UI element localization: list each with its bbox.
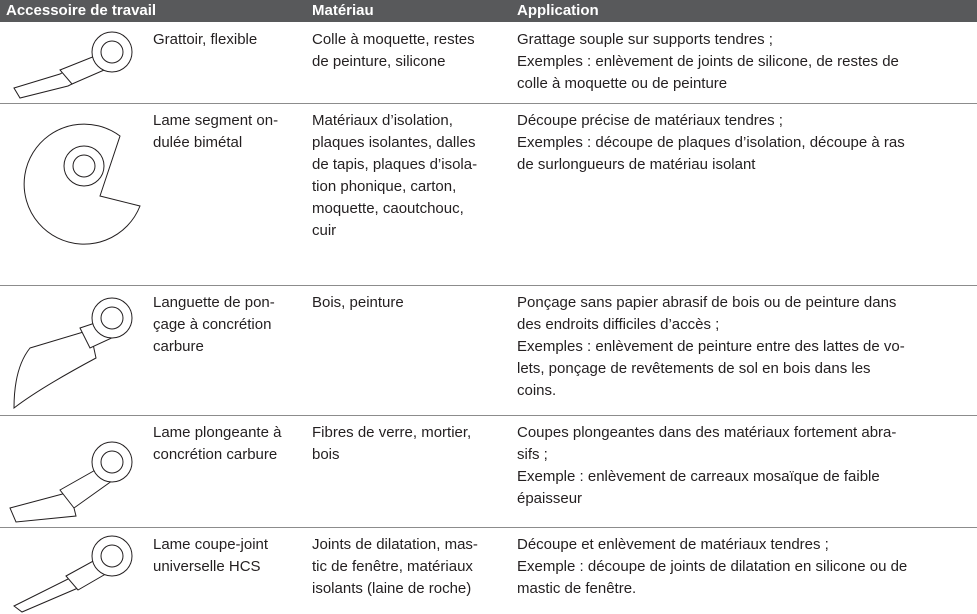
row-separator (0, 103, 977, 104)
cell-line: coins. (517, 382, 557, 399)
cell-line: Fibres de verre, mortier, (312, 424, 472, 441)
cell-line: Colle à moquette, restes (312, 31, 475, 48)
cell-line: colle à moquette ou de peinture (517, 75, 728, 92)
header-cell: Matériau (312, 2, 374, 19)
cell-line: Lame plongeante à (153, 424, 282, 441)
table-cell: Lame plongeante à concrétion carbure (153, 422, 281, 466)
cell-line: bois (312, 446, 340, 463)
tool-icon (13, 31, 133, 99)
cell-line: sifs ; (517, 446, 548, 463)
cell-line: universelle HCS (153, 558, 261, 575)
header-cell: Accessoire de travail (6, 2, 157, 19)
row-separator (0, 285, 977, 286)
table-cell: Languette de pon-çage à concrétion carbur… (153, 292, 275, 358)
tool-icon (13, 297, 133, 410)
tool-icon (9, 441, 133, 523)
table-cell: Découpe et enlèvement de matériaux tendr… (517, 534, 907, 600)
cell-line: Ponçage sans papier abrasif de bois ou d… (517, 294, 897, 311)
cell-line: Exemples : enlèvement de peinture entre … (517, 338, 905, 355)
cell-line: Exemples : enlèvement de joints de silic… (517, 53, 899, 70)
row-separator (0, 415, 977, 416)
tool-icon (23, 123, 141, 245)
cell-line: cuir (312, 222, 337, 239)
table-cell: Joints de dilatation, mas-tic de fenêtre… (312, 534, 478, 600)
header-cell: Application (517, 2, 599, 19)
cell-line: Découpe précise de matériaux tendres ; (517, 112, 783, 129)
table-cell: Coupes plongeantes dans des matériaux fo… (517, 422, 896, 510)
table-cell: Fibres de verre, mortier, bois (312, 422, 471, 466)
cell-line: Matériaux d’isolation, (312, 112, 453, 129)
table-cell: Découpe précise de matériaux tendres ; Ex… (517, 110, 905, 176)
cell-line: isolants (laine de roche) (312, 580, 472, 597)
table-cell: Matériaux d’isolation, plaques isolantes,… (312, 110, 477, 242)
cell-line: des endroits difficiles d’accès ; (517, 316, 720, 333)
cell-line: Grattoir, flexible (153, 31, 258, 48)
cell-line: tion phonique, carton, (312, 178, 457, 195)
cell-line: de peinture, silicone (312, 53, 446, 70)
table-cell: Lame coupe-joint universelle HCS (153, 534, 268, 578)
table-cell: Lame segment on-dulée bimétal (153, 110, 278, 154)
cell-line: Exemples : découpe de plaques d’isolatio… (517, 134, 905, 151)
cell-line: plaques isolantes, dalles (312, 134, 476, 151)
row-separator (0, 527, 977, 528)
cell-line: mastic de fenêtre. (517, 580, 637, 597)
table-cell: Grattage souple sur supports tendres ; Ex… (517, 29, 899, 95)
cell-line: Exemple : enlèvement de carreaux mosaïqu… (517, 468, 880, 485)
table-cell: Ponçage sans papier abrasif de bois ou d… (517, 292, 905, 402)
table-cell: Colle à moquette, restes de peinture, sil… (312, 29, 475, 73)
cell-line: Joints de dilatation, mas- (312, 536, 478, 553)
cell-line: de surlongueurs de matériau isolant (517, 156, 756, 173)
cell-line: Exemple : découpe de joints de dilatatio… (517, 558, 908, 575)
cell-line: Grattage souple sur supports tendres ; (517, 31, 773, 48)
cell-line: de tapis, plaques d’isola- (312, 156, 478, 173)
cell-line: dulée bimétal (153, 134, 243, 151)
cell-line: Bois, peinture (312, 294, 404, 311)
table-header: Accessoire de travail Matériau Applicati… (0, 0, 977, 22)
cell-line: carbure (153, 338, 204, 355)
cell-line: concrétion carbure (153, 446, 278, 463)
cell-line: épaisseur (517, 490, 583, 507)
cell-line: tic de fenêtre, matériaux (312, 558, 473, 575)
cell-line: Lame coupe-joint (153, 536, 269, 553)
cell-line: Lame segment on- (153, 112, 279, 129)
cell-line: moquette, caoutchouc, (312, 200, 464, 217)
table-cell: Bois, peinture (312, 292, 404, 314)
table-cell: Grattoir, flexible (153, 29, 257, 51)
tool-icon (13, 535, 133, 613)
cell-line: Découpe et enlèvement de matériaux tendr… (517, 536, 829, 553)
cell-line: çage à concrétion (153, 316, 272, 333)
cell-line: Languette de pon- (153, 294, 275, 311)
cell-line: Coupes plongeantes dans des matériaux fo… (517, 424, 897, 441)
cell-line: lets, ponçage de revêtements de sol en b… (517, 360, 871, 377)
